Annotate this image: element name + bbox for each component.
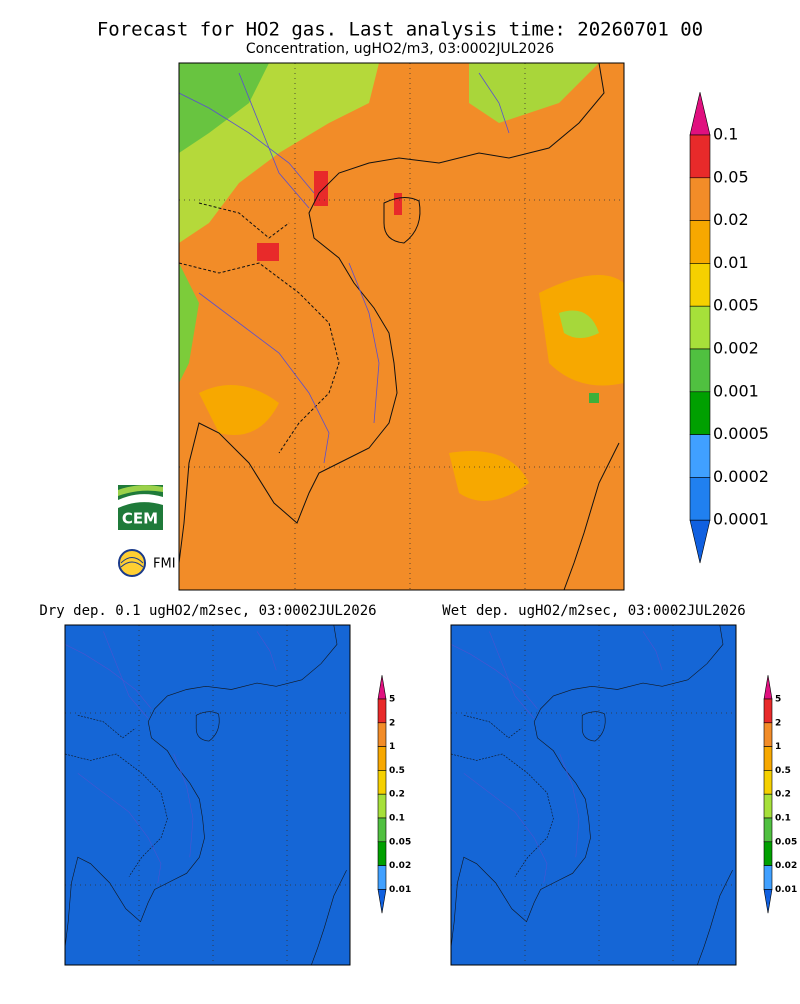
colorbar-segment [377,746,387,771]
colorbar-label: 0.02 [389,861,411,871]
colorbar-label: 0.05 [775,837,797,847]
colorbar-segment [377,865,387,890]
panel-title: Dry dep. 0.1 ugHO2/m2sec, 03:0002JUL2026 [39,603,376,619]
dry-dep-map [64,624,351,966]
map-background [65,625,350,965]
fmi-logo: FMI [118,549,176,577]
colorbar-segment [689,220,711,264]
colorbar-top-arrow [763,675,773,700]
colorbar-label: 0.02 [713,210,749,229]
colorbar-label: 0.01 [389,885,411,895]
colorbar-label: 2 [389,718,395,728]
colorbar-label: 5 [389,695,395,705]
colorbar-label: 1 [775,742,781,752]
main-map [178,62,625,591]
colorbar-bottom-arrow [763,889,773,914]
colorbar-label: 0.1 [389,814,405,824]
colorbar-label: 0.005 [713,296,759,315]
colorbar-segment [763,698,773,724]
colorbar-label: 0.01 [713,253,749,272]
colorbar-segment [763,793,773,819]
cem-logo: CEM [118,485,163,530]
colorbar-segment [689,134,711,179]
colorbar-label: 0.001 [713,381,759,400]
colorbar-segment [689,348,711,393]
colorbar-label: 2 [775,718,781,728]
map-frame [450,624,737,966]
colorbar-label: 0.05 [389,837,411,847]
wet-dep-map [450,624,737,966]
colorbar-label: 0.0005 [713,424,769,443]
colorbar-label: 1 [389,742,395,752]
colorbar-segment [689,391,711,435]
colorbar-label: 0.2 [389,790,405,800]
colorbar-label: 0.01 [775,885,797,895]
title: Forecast for HO2 gas. Last analysis time… [97,19,703,41]
colorbar-label: 0.1 [713,125,738,144]
colorbar-segment [763,746,773,771]
colorbar-segment [763,770,773,795]
colorbar-segment [377,770,387,795]
colorbar-segment [377,698,387,724]
colorbar-segment [377,793,387,819]
colorbar-segment [689,305,711,350]
colorbar-segment [689,477,711,521]
colorbar-label: 5 [775,695,781,705]
map-background [451,625,736,965]
colorbar-bottom-arrow [689,519,711,564]
cem-text: CEM [122,510,158,528]
colorbar-segment [763,865,773,890]
colorbar-segment [377,817,387,843]
colorbar-label: 0.002 [713,339,759,358]
colorbar-top-arrow [377,675,387,700]
colorbar-bottom-arrow [377,889,387,914]
colorbar-segment [377,841,387,866]
colorbar-segment [689,177,711,221]
colorbar-top-arrow [689,92,711,136]
colorbar-label: 0.0001 [713,510,769,529]
map-frame [64,624,351,966]
colorbar-label: 0.5 [775,766,791,776]
grid-lines [451,625,736,965]
colorbar-label: 0.05 [713,167,749,186]
colorbar-label: 0.1 [775,814,791,824]
colorbar-segment [689,434,711,478]
colorbar-segment [377,722,387,747]
colorbar-label: 0.0002 [713,467,769,486]
grid-lines [65,625,350,965]
colorbar-label: 0.2 [775,790,791,800]
colorbar-segment [763,817,773,843]
colorbar-segment [763,722,773,747]
colorbar-label: 0.02 [775,861,797,871]
colorbar-segment [689,263,711,307]
fmi-text: FMI [153,557,176,572]
panel-title: Wet dep. ugHO2/m2sec, 03:0002JUL2026 [442,603,745,619]
subtitle: Concentration, ugHO2/m3, 03:0002JUL2026 [246,41,554,57]
colorbar-label: 0.5 [389,766,405,776]
colorbar-segment [763,841,773,866]
